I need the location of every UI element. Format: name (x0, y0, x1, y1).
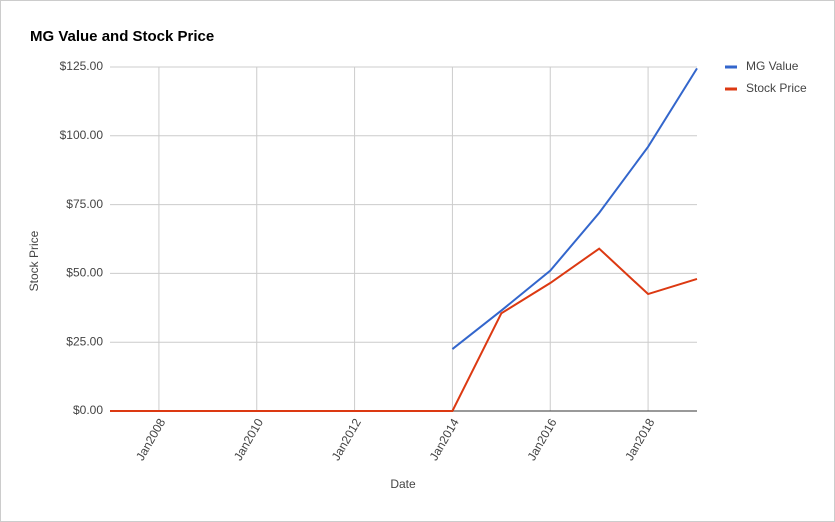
y-tick-label: $0.00 (73, 403, 103, 417)
y-axis-title: Stock Price (27, 230, 41, 291)
series-line (451, 67, 698, 350)
y-tick-label: $125.00 (60, 59, 104, 73)
y-tick-label: $50.00 (66, 266, 103, 280)
y-tick-label: $25.00 (66, 334, 103, 348)
chart-title: MG Value and Stock Price (30, 28, 214, 45)
y-tick-label: $100.00 (60, 128, 104, 142)
legend-label: Stock Price (746, 81, 807, 95)
x-axis-title: Date (390, 477, 416, 491)
legend-label: MG Value (746, 59, 799, 73)
y-tick-label: $75.00 (66, 197, 103, 211)
series-line (110, 247, 698, 412)
